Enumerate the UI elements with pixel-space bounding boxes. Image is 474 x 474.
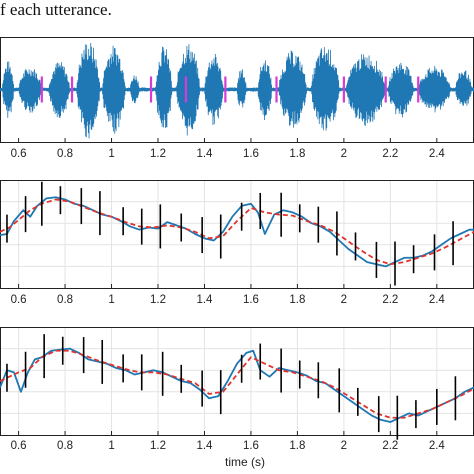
x-tick-label: 0.6 [11,440,27,452]
figure-caption: f each utterance. [0,0,112,19]
x-tick-label: 1.4 [196,148,213,160]
x-tick-label: 1.6 [243,148,259,160]
x-tick-label: 2.2 [382,294,398,306]
x-tick-label: 1.2 [150,148,166,160]
axes-frame [0,327,474,436]
x-tick-label: 1.2 [150,440,166,452]
waveform-panel: 0.60.811.21.41.61.822.22.42 [0,37,474,160]
x-tick-label: 2.2 [382,440,398,452]
x-tick-label: 2.4 [429,440,446,452]
x-tick-label: 0.8 [57,294,73,306]
x-tick-label: 0.8 [57,440,73,452]
x-tick-label: 1 [108,294,114,306]
x-tick-label: 1.6 [243,294,259,306]
x-tick-label: 1.2 [150,294,166,306]
x-axis-label: time (s) [225,455,265,469]
contour-series-solid [0,196,474,268]
x-tick-label: 1.8 [289,148,305,160]
x-tick-label: 1.4 [196,440,213,452]
x-tick-label: 1.4 [196,294,213,306]
x-tick-label: 1.8 [289,294,305,306]
x-tick-label: 1 [108,440,114,452]
contour-series-solid [0,347,474,423]
x-tick-label: 2.4 [429,294,446,306]
x-tick-label: 2 [341,440,347,452]
axes-frame [0,180,474,289]
x-tick-label: 1 [108,148,114,160]
x-tick-label: 0.8 [57,148,73,160]
x-tick-label: 2 [341,294,347,306]
x-tick-label: 2 [341,148,347,160]
x-tick-label: 1.8 [289,440,305,452]
contour-panel-2: 0.6 0.8 1 1.2 1.4 1.6 1.8 2 2.2 2.4 [0,327,474,452]
x-tick-label: 1.6 [243,440,259,452]
x-tick-label: 0.6 [11,294,27,306]
x-tick-label: 2.2 [382,148,398,160]
x-tick-label: 2.4 [429,148,446,160]
waveform-trace [0,42,474,139]
contour-series-dashed [0,198,474,266]
x-tick-label: 0.6 [11,148,27,160]
contour-panel-1: 0.6 0.8 1 1.2 1.4 1.6 1.8 2 2.2 2.4 [0,180,474,306]
contour-series-dashed [0,349,474,419]
